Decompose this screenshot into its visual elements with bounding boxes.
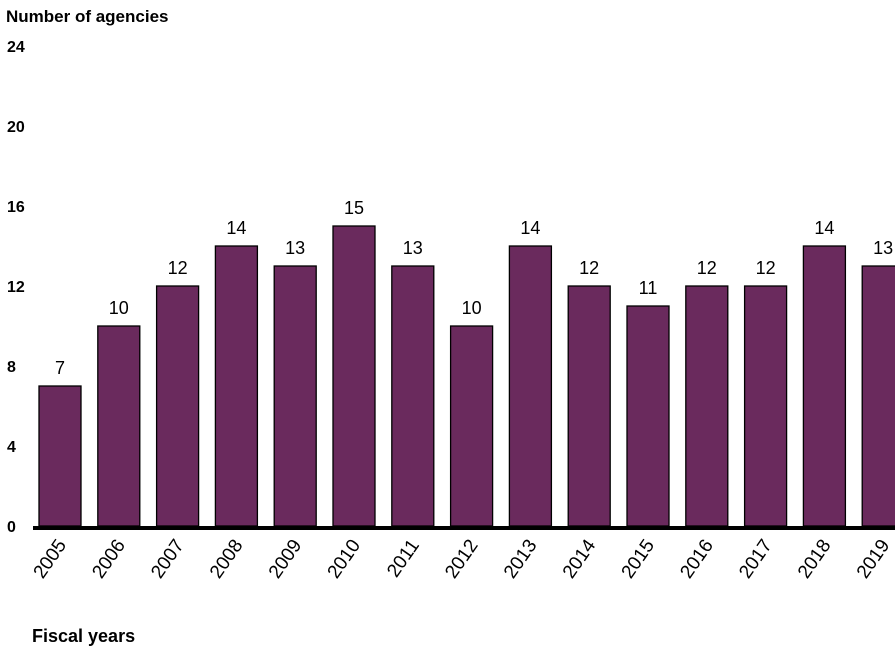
bar-value-label: 12: [756, 258, 776, 278]
y-tick-label: 12: [7, 279, 25, 296]
y-tick-label: 4: [7, 439, 16, 456]
y-tick-label: 24: [7, 39, 25, 56]
bar-value-label: 14: [226, 218, 246, 238]
bar-value-label: 14: [520, 218, 540, 238]
bar-value-label: 13: [285, 238, 305, 258]
y-tick-label: 20: [7, 119, 25, 136]
bar: [214, 245, 259, 527]
bar: [97, 325, 141, 527]
bar-value-label: 10: [109, 298, 129, 318]
bar: [567, 285, 611, 527]
x-tick-label: 2010: [324, 536, 365, 583]
bar: [685, 285, 729, 527]
bar: [273, 265, 317, 527]
y-tick-label: 8: [7, 359, 16, 376]
bar-value-label: 13: [873, 238, 893, 258]
x-tick-label: 2007: [147, 536, 188, 583]
bar: [38, 385, 82, 527]
value-labels-group: 7 10 12 14 13 15 13 10 14 12 11 12 12 14 13: [55, 198, 893, 378]
bar: [155, 285, 200, 527]
x-tick-label: 2009: [265, 536, 306, 583]
x-tick-label: 2005: [30, 536, 71, 583]
x-tick-label: 2017: [735, 536, 776, 583]
x-tick-label: 2014: [559, 535, 601, 582]
y-tick-label: 0: [7, 519, 16, 536]
x-tick-label: 2011: [383, 536, 424, 582]
y-axis-title: Number of agencies: [6, 7, 169, 26]
bar: [449, 325, 494, 527]
x-tick-label: 2019: [853, 536, 894, 583]
x-tick-label: 2008: [206, 536, 247, 583]
y-axis-ticks: 0 4 8 12 16 20 24: [7, 39, 25, 536]
bar: [332, 225, 376, 527]
y-tick-label: 16: [7, 199, 25, 216]
bar-value-label: 12: [697, 258, 717, 278]
bar-value-label: 7: [55, 358, 65, 378]
x-tick-label: 2013: [500, 536, 541, 583]
x-tick-label: 2012: [441, 536, 482, 583]
bar-value-label: 12: [168, 258, 188, 278]
bar: [508, 245, 553, 527]
bar: [743, 285, 788, 527]
bar-value-label: 13: [403, 238, 423, 258]
x-tick-label: 2015: [618, 536, 659, 583]
bars-group: [38, 225, 895, 527]
x-tick-label: 2006: [88, 536, 129, 583]
bar: [391, 265, 435, 527]
x-tick-label: 2018: [794, 536, 835, 583]
bar-value-label: 14: [814, 218, 834, 238]
bar-value-label: 12: [579, 258, 599, 278]
x-tick-label: 2016: [676, 536, 717, 583]
bar: [861, 265, 895, 527]
bar-value-label: 11: [639, 278, 658, 298]
bar-value-label: 10: [462, 298, 482, 318]
x-axis-ticks: 2005 2006 2007 2008 2009 2010 2011 2012 2013 2014…: [30, 535, 895, 582]
x-axis-title: Fiscal years: [32, 626, 135, 646]
bar: [626, 305, 670, 527]
bar: [802, 245, 847, 527]
bar-value-label: 15: [344, 198, 364, 218]
